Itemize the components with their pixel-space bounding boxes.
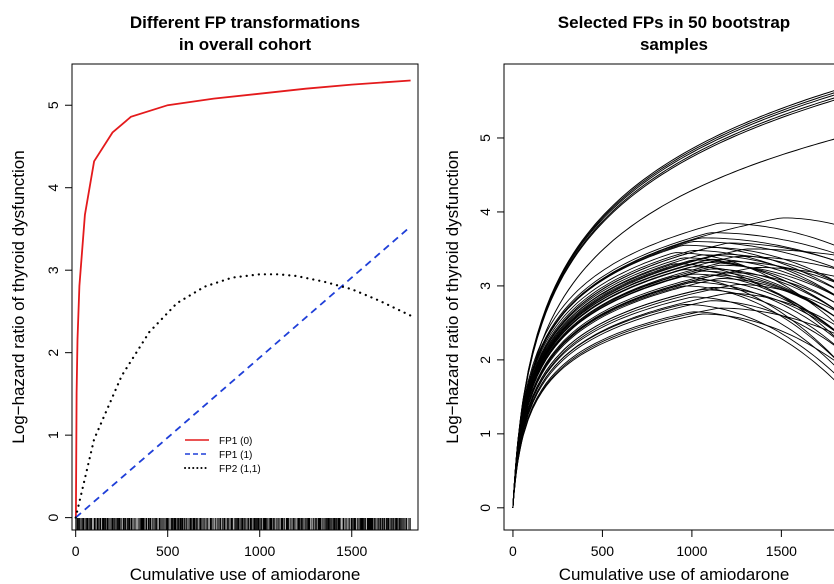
left-series-lines [74, 79, 412, 519]
right-x-ticks: 0 500 1000 1500 [509, 529, 797, 559]
bootstrap-curve-27 [512, 272, 834, 508]
right-y-ticks: 0 1 2 3 4 5 [477, 134, 505, 512]
left-y-ticks: 0 1 2 3 4 5 [45, 101, 73, 522]
bootstrap-curve-12 [512, 253, 834, 508]
x-tick-label: 0 [72, 543, 80, 559]
left-title-line2: in overall cohort [179, 35, 312, 54]
legend-label-1: FP1 (0) [219, 436, 252, 447]
x-tick-label: 500 [591, 543, 615, 559]
x-tick-label: 500 [156, 543, 180, 559]
right-title-line2: samples [640, 35, 708, 54]
y-tick-label: 3 [45, 266, 61, 274]
y-tick-label: 1 [477, 430, 493, 438]
x-tick-label: 1000 [676, 543, 707, 559]
right-bootstrap-curves [512, 90, 834, 508]
y-tick-label: 0 [45, 514, 61, 522]
right-title-line1: Selected FPs in 50 bootstrap [558, 13, 790, 32]
y-tick-label: 2 [45, 349, 61, 357]
bootstrap-curve-24 [512, 268, 834, 508]
left-y-label: Log−hazard ratio of thyroid dysfunction [9, 150, 28, 443]
x-tick-label: 1500 [766, 543, 797, 559]
legend-label-3: FP2 (1,1) [219, 464, 261, 475]
x-tick-label: 0 [509, 543, 517, 559]
right-x-label: Cumulative use of amiodarone [559, 565, 790, 584]
right-y-label: Log−hazard ratio of thyroid dysfunction [443, 150, 462, 443]
right-panel: Selected FPs in 50 bootstrap samples 0 50… [443, 13, 834, 584]
y-tick-label: 2 [477, 356, 493, 364]
bootstrap-curve-6 [512, 242, 834, 508]
bootstrap-curve-1 [512, 217, 834, 508]
x-tick-label: 1500 [336, 543, 367, 559]
series-line-3 [74, 273, 412, 519]
left-rug [75, 518, 411, 530]
left-panel: Different FP transformations in overall … [9, 13, 419, 584]
left-legend: FP1 (0) FP1 (1) FP2 (1,1) [184, 436, 261, 475]
bootstrap-curve-31 [512, 278, 834, 508]
y-tick-label: 0 [477, 504, 493, 512]
y-tick-label: 4 [45, 184, 61, 192]
left-x-ticks: 0 500 1000 1500 [72, 529, 368, 559]
rug-marks [75, 518, 411, 530]
y-tick-label: 5 [45, 101, 61, 109]
bootstrap-curve-14 [512, 255, 834, 508]
bootstrap-curve-35 [512, 285, 834, 508]
bootstrap-curve-43 [512, 311, 834, 508]
series-line-2 [75, 225, 412, 519]
left-title-line1: Different FP transformations [130, 13, 360, 32]
x-tick-label: 1000 [244, 543, 275, 559]
left-x-label: Cumulative use of amiodarone [130, 565, 361, 584]
y-tick-label: 3 [477, 282, 493, 290]
y-tick-label: 5 [477, 134, 493, 142]
bootstrap-curve-44 [512, 313, 834, 508]
bootstrap-curve-15 [512, 257, 834, 508]
bootstrap-curve-30 [512, 275, 834, 508]
y-tick-label: 1 [45, 431, 61, 439]
bootstrap-curve-11 [512, 252, 834, 508]
legend-label-2: FP1 (1) [219, 450, 252, 461]
bootstrap-curve-41 [512, 303, 834, 508]
series-line-1 [75, 79, 411, 518]
bootstrap-curve-13 [512, 254, 834, 508]
y-tick-label: 4 [477, 208, 493, 216]
